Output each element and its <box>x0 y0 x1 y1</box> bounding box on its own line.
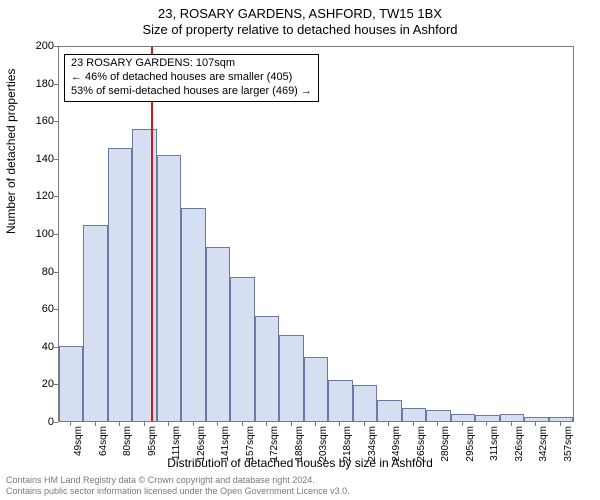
y-tick-label: 140 <box>24 153 54 165</box>
histogram-bar <box>524 417 548 421</box>
x-tick-label: 249sqm <box>391 426 402 462</box>
y-tick-mark <box>54 384 58 385</box>
x-tick-label: 218sqm <box>342 426 353 462</box>
y-tick-mark <box>54 196 58 197</box>
chart-title-line2: Size of property relative to detached ho… <box>0 22 600 38</box>
x-tick-mark <box>535 422 536 426</box>
x-tick-mark <box>217 422 218 426</box>
histogram-bar <box>475 415 499 421</box>
histogram-bar <box>255 316 279 421</box>
y-tick-label: 100 <box>24 228 54 240</box>
y-tick-label: 120 <box>24 190 54 202</box>
x-tick-label: 311sqm <box>489 426 500 461</box>
histogram-bar <box>181 208 205 421</box>
x-tick-mark <box>291 422 292 426</box>
y-tick-label: 60 <box>24 303 54 315</box>
x-tick-label: 49sqm <box>73 426 84 456</box>
y-tick-mark <box>54 159 58 160</box>
x-tick-label: 295sqm <box>465 426 476 462</box>
y-tick-mark <box>54 121 58 122</box>
histogram-bar <box>402 408 426 421</box>
histogram-bar <box>206 247 230 421</box>
y-tick-label: 200 <box>24 40 54 52</box>
x-tick-mark <box>193 422 194 426</box>
footer-line1: Contains HM Land Registry data © Crown c… <box>6 475 350 485</box>
y-tick-label: 180 <box>24 78 54 90</box>
histogram-bar <box>230 277 254 421</box>
x-tick-label: 342sqm <box>538 426 549 462</box>
x-tick-mark <box>560 422 561 426</box>
histogram-bar <box>108 148 132 421</box>
histogram-bar <box>353 385 377 421</box>
x-tick-label: 234sqm <box>367 426 378 462</box>
histogram-bar <box>451 414 475 421</box>
x-tick-label: 80sqm <box>122 426 133 456</box>
histogram-plot <box>58 46 574 422</box>
histogram-bar <box>279 335 303 421</box>
y-tick-mark <box>54 46 58 47</box>
x-tick-label: 111sqm <box>171 426 182 460</box>
histogram-bar <box>549 417 573 421</box>
histogram-bar <box>426 410 450 421</box>
x-tick-mark <box>388 422 389 426</box>
x-tick-mark <box>144 422 145 426</box>
x-tick-mark <box>413 422 414 426</box>
x-tick-label: 141sqm <box>220 426 231 462</box>
x-tick-mark <box>462 422 463 426</box>
x-tick-mark <box>70 422 71 426</box>
y-tick-mark <box>54 234 58 235</box>
annotation-line2: ← 46% of detached houses are smaller (40… <box>71 71 312 85</box>
x-tick-mark <box>315 422 316 426</box>
histogram-bar <box>377 400 401 421</box>
x-tick-label: 95sqm <box>147 426 158 456</box>
y-tick-mark <box>54 84 58 85</box>
x-tick-label: 203sqm <box>318 426 329 462</box>
y-tick-mark <box>54 309 58 310</box>
y-tick-label: 20 <box>24 378 54 390</box>
histogram-bar <box>304 357 328 421</box>
histogram-bar <box>157 155 181 421</box>
x-tick-mark <box>242 422 243 426</box>
y-tick-mark <box>54 272 58 273</box>
annotation-line1: 23 ROSARY GARDENS: 107sqm <box>71 57 312 71</box>
histogram-bar <box>59 346 83 421</box>
x-tick-mark <box>95 422 96 426</box>
y-tick-label: 0 <box>24 416 54 428</box>
x-tick-label: 280sqm <box>440 426 451 462</box>
histogram-bar <box>328 380 352 421</box>
x-tick-mark <box>511 422 512 426</box>
footer-line2: Contains public sector information licen… <box>6 486 350 496</box>
x-tick-mark <box>119 422 120 426</box>
x-tick-mark <box>266 422 267 426</box>
chart-title-block: 23, ROSARY GARDENS, ASHFORD, TW15 1BX Si… <box>0 0 600 37</box>
annotation-box: 23 ROSARY GARDENS: 107sqm ← 46% of detac… <box>64 54 319 102</box>
x-tick-label: 64sqm <box>98 426 109 456</box>
x-tick-mark <box>486 422 487 426</box>
y-tick-label: 80 <box>24 266 54 278</box>
x-tick-label: 357sqm <box>563 426 574 462</box>
y-tick-label: 160 <box>24 115 54 127</box>
chart-title-line1: 23, ROSARY GARDENS, ASHFORD, TW15 1BX <box>0 6 600 22</box>
x-tick-label: 326sqm <box>514 426 525 462</box>
y-tick-mark <box>54 347 58 348</box>
histogram-bar <box>132 129 156 421</box>
reference-line <box>151 47 153 421</box>
x-tick-label: 265sqm <box>416 426 427 462</box>
y-axis-label: Number of detached properties <box>4 69 18 234</box>
x-tick-label: 126sqm <box>196 426 207 462</box>
x-tick-mark <box>168 422 169 426</box>
x-tick-mark <box>339 422 340 426</box>
y-tick-mark <box>54 422 58 423</box>
histogram-bar <box>500 414 524 421</box>
annotation-line3: 53% of semi-detached houses are larger (… <box>71 85 312 99</box>
footer-attribution: Contains HM Land Registry data © Crown c… <box>6 475 350 496</box>
x-tick-label: 172sqm <box>269 426 280 462</box>
x-tick-label: 157sqm <box>245 426 256 462</box>
x-tick-mark <box>364 422 365 426</box>
histogram-bar <box>83 225 107 421</box>
y-tick-label: 40 <box>24 341 54 353</box>
x-tick-label: 188sqm <box>294 426 305 462</box>
x-tick-mark <box>437 422 438 426</box>
